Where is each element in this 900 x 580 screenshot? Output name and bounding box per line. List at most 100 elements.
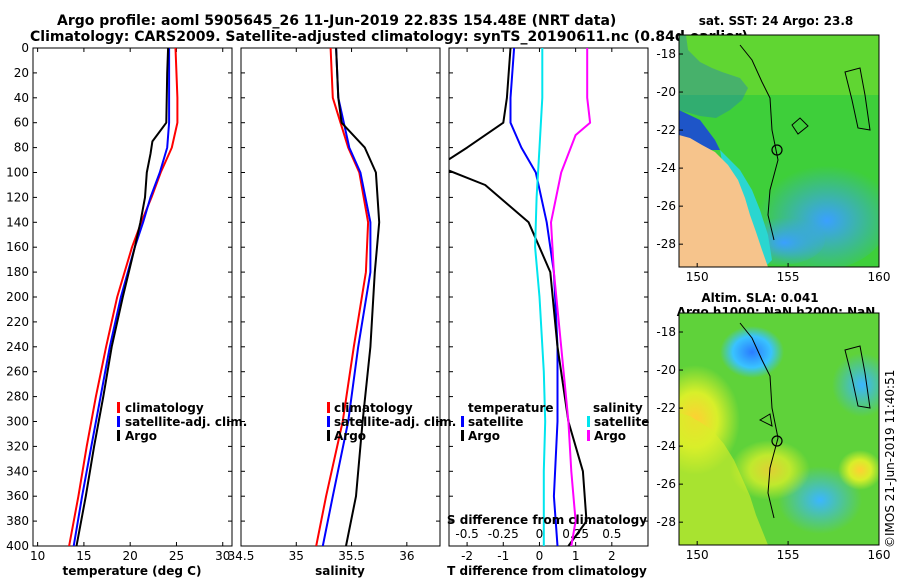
argo-position-marker xyxy=(771,435,783,447)
s-diff-tick-label: 0.25 xyxy=(562,527,589,541)
series-line-s-argo xyxy=(550,48,592,546)
temperature-legend: climatology satellite-adj. clim. Argo xyxy=(117,401,247,443)
legend-swatch-climatology xyxy=(117,402,120,413)
xtick-label: 0 xyxy=(536,549,544,563)
xtick-label: 20 xyxy=(123,549,138,563)
ytick-label: 80 xyxy=(14,141,29,155)
xtick-label: -1 xyxy=(497,549,509,563)
xtick-label: 1 xyxy=(572,549,580,563)
map-ytick-label: -28 xyxy=(656,515,676,529)
s-diff-tick-label: 0 xyxy=(536,527,544,541)
land xyxy=(679,413,768,545)
reef-contour xyxy=(758,413,773,427)
legend-swatch-climatology xyxy=(327,402,330,413)
map-ytick-label: -24 xyxy=(656,439,676,453)
s-difference-label: S difference from climatology xyxy=(447,513,647,527)
legend-swatch-argo xyxy=(117,430,120,441)
s-diff-tick-label: -0.25 xyxy=(488,527,519,541)
xtick-label: 35 xyxy=(289,549,304,563)
xtick-label: 2 xyxy=(608,549,616,563)
map-xtick-label: 150 xyxy=(686,548,709,562)
legend-swatch-satellite xyxy=(117,416,120,427)
reef-contour xyxy=(844,67,871,131)
sst-map: sat. SST: 24 Argo: 23.8 150 155 160 -18 -20 -… xyxy=(656,14,890,284)
reef-contour xyxy=(791,117,809,135)
map-ytick-label: -28 xyxy=(656,237,676,251)
ytick-label: 240 xyxy=(6,340,29,354)
legend-swatch-t-argo xyxy=(461,430,464,441)
temperature-panel: 0 20 40 60 80 100 120 140 160 180 200 220 240 260 280 3… xyxy=(6,41,247,578)
map-xtick-label: 155 xyxy=(777,548,800,562)
sla-map-title: Altim. SLA: 0.041 xyxy=(701,291,818,305)
map-xtick-label: 150 xyxy=(686,270,709,284)
land xyxy=(679,135,768,267)
salinity-axis-ticks: 34.5 35 35.5 36 xyxy=(228,47,440,563)
ytick-label: 360 xyxy=(6,489,29,503)
legend-label-s-argo: Argo xyxy=(594,429,626,443)
legend-swatch-s-satellite xyxy=(587,416,590,427)
sla-high xyxy=(838,450,879,490)
series-line-satellite-adj-clim- xyxy=(72,48,171,546)
ytick-label: 140 xyxy=(6,215,29,229)
difference-lines xyxy=(449,48,592,546)
difference-panel: -2 -1 0 1 2 -0.5 -0.25 0 0.25 0.5 S difference fr… xyxy=(447,47,649,578)
s-diff-tick-label: 0.5 xyxy=(602,527,621,541)
salinity-xlabel: salinity xyxy=(315,564,365,578)
legend-label-climatology: climatology xyxy=(125,401,204,415)
map-ytick-label: -20 xyxy=(656,363,676,377)
legend-label-t-argo: Argo xyxy=(468,429,500,443)
reef-contour xyxy=(844,345,871,409)
legend-title-temperature: temperature xyxy=(468,401,553,415)
series-line-satellite-adj-clim- xyxy=(321,48,372,546)
legend-label-t-satellite: satellite xyxy=(468,415,523,429)
map-ytick-label: -22 xyxy=(656,401,676,415)
xtick-label: 15 xyxy=(76,549,91,563)
map-xtick-label: 160 xyxy=(868,270,891,284)
salinity-panel: 34.5 35 35.5 36 salinity climatology satell… xyxy=(228,47,456,578)
legend-swatch-t-satellite xyxy=(461,416,464,427)
ytick-label: 260 xyxy=(6,365,29,379)
map-ytick-label: -22 xyxy=(656,123,676,137)
sla-map-field xyxy=(679,313,879,545)
s-diff-tick-label: -0.5 xyxy=(455,527,478,541)
sla-map-frame xyxy=(678,312,880,546)
temperature-axis-ticks: 0 20 40 60 80 100 120 140 160 180 200 220 240 260 280 3… xyxy=(6,41,232,563)
legend-swatch-argo xyxy=(327,430,330,441)
sla-map: Altim. SLA: 0.041 Argo h1000: NaN h2000:… xyxy=(656,291,890,562)
legend-label-satellite: satellite-adj. clim. xyxy=(334,415,456,429)
map-xtick-label: 155 xyxy=(777,270,800,284)
xtick-label: 30 xyxy=(215,549,230,563)
legend-label-argo: Argo xyxy=(125,429,157,443)
map-ytick-label: -26 xyxy=(656,199,676,213)
temperature-lines xyxy=(68,48,179,546)
sst-map-ticks: 150 155 160 -18 -20 -22 -24 -26 -28 xyxy=(656,47,890,284)
sla-map-ticks: 150 155 160 -18 -20 -22 -24 -26 -28 xyxy=(656,325,890,562)
map-xtick-label: 160 xyxy=(868,548,891,562)
sla-low xyxy=(832,353,879,417)
ytick-label: 300 xyxy=(6,415,29,429)
ytick-label: 60 xyxy=(14,116,29,130)
argo-position-marker xyxy=(771,144,783,156)
map-ytick-label: -18 xyxy=(656,47,676,61)
ytick-label: 40 xyxy=(14,91,29,105)
difference-plot-frame xyxy=(448,47,649,547)
legend-swatch-satellite xyxy=(327,416,330,427)
ytick-label: 280 xyxy=(6,390,29,404)
series-line-argo xyxy=(75,48,170,546)
t-difference-xlabel: T difference from climatology xyxy=(447,564,647,578)
title-line-2: Climatology: CARS2009. Satellite-adjuste… xyxy=(30,29,748,45)
shelf-contour xyxy=(739,322,779,519)
legend-label-argo: Argo xyxy=(334,429,366,443)
sst-map-title: sat. SST: 24 Argo: 23.8 xyxy=(699,14,853,28)
series-line-climatology xyxy=(315,48,370,546)
ytick-label: 320 xyxy=(6,439,29,453)
legend-swatch-s-argo xyxy=(587,430,590,441)
map-ytick-label: -26 xyxy=(656,477,676,491)
legend-title-salinity: salinity xyxy=(593,401,643,415)
series-line-argo xyxy=(335,48,381,546)
legend-label-satellite: satellite-adj. clim. xyxy=(125,415,247,429)
xtick-label: -2 xyxy=(461,549,473,563)
ytick-label: 380 xyxy=(6,514,29,528)
temperature-xlabel: temperature (deg C) xyxy=(63,564,202,578)
